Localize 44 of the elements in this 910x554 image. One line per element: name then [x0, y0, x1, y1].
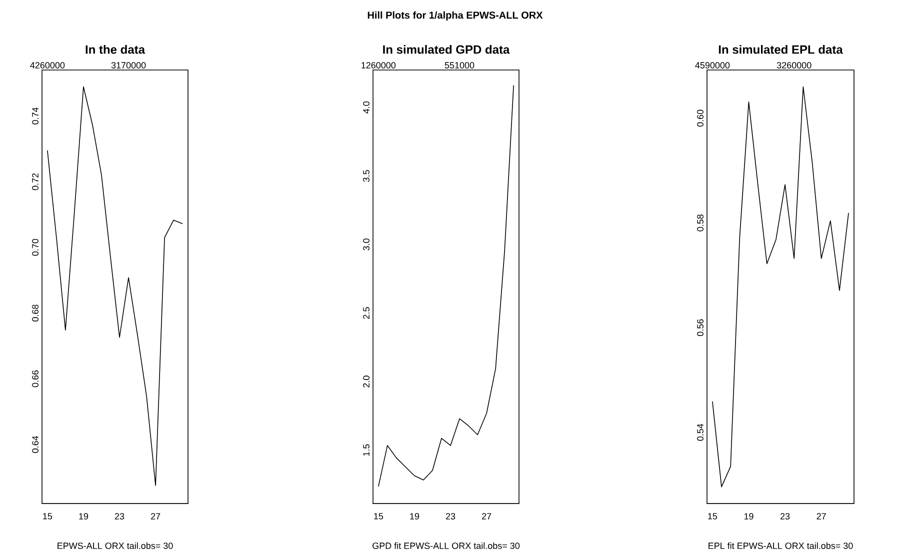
- y-tick-label: 0.66: [32, 370, 38, 388]
- y-tick-label: 0.68: [32, 304, 38, 322]
- chart-title: In simulated GPD data: [383, 44, 510, 54]
- x2-tick-label: 4590000: [695, 62, 730, 68]
- x-tick-label: 27: [482, 513, 492, 520]
- x-tick-label: 27: [151, 513, 160, 520]
- x-tick-label: 15: [43, 513, 52, 520]
- y-tick-label: 2.5: [363, 307, 370, 319]
- x-tick-label: 19: [79, 513, 88, 520]
- x2-tick-label: 4260000: [30, 62, 65, 68]
- y-tick-label: 0.58: [697, 214, 704, 232]
- x-tick-label: 23: [780, 513, 790, 520]
- y-tick-label: 2.0: [363, 376, 370, 388]
- y-tick-label: 0.74: [32, 107, 38, 124]
- y-tick-label: 4.0: [363, 102, 370, 114]
- x2-tick-label: 3260000: [776, 62, 812, 68]
- x2-tick-label: 1260000: [362, 62, 396, 68]
- y-tick-label: 1.5: [363, 444, 370, 456]
- line-series: [378, 84, 514, 487]
- chart-title: In simulated EPL data: [718, 44, 843, 54]
- x-axis-title: GPD fit EPWS-ALL ORX tail.obs= 30: [372, 542, 520, 549]
- y-tick-label: 3.5: [363, 170, 370, 182]
- x-tick-label: 23: [114, 513, 124, 520]
- x2-tick-label: 3170000: [111, 62, 146, 68]
- y-tick-label: 0.56: [697, 319, 704, 336]
- x-tick-label: 15: [708, 513, 718, 520]
- y-tick-label: 0.64: [32, 436, 38, 453]
- x-tick-label: 23: [446, 513, 456, 520]
- x-tick-label: 27: [816, 513, 826, 520]
- y-tick-label: 0.60: [697, 110, 704, 127]
- y-tick-label: 3.0: [363, 238, 370, 250]
- x-tick-label: 19: [410, 513, 420, 520]
- chart-title: In the data: [86, 44, 146, 54]
- y-tick-label: 0.70: [32, 238, 38, 256]
- line-series: [47, 86, 184, 486]
- x-tick-label: 15: [374, 513, 384, 520]
- x-axis-title: EPL fit EPWS-ALL ORX tail.obs= 30: [708, 542, 853, 549]
- x2-tick-label: 551000: [444, 62, 474, 68]
- line-series: [712, 86, 849, 488]
- y-tick-label: 0.72: [32, 173, 38, 190]
- x-axis-title: EPWS-ALL ORX tail.obs= 30: [58, 542, 173, 549]
- x-tick-label: 19: [744, 513, 754, 520]
- y-tick-label: 0.54: [697, 424, 704, 441]
- text: Hill Plots for 1/alpha EPWS-ALL ORX: [368, 11, 543, 21]
